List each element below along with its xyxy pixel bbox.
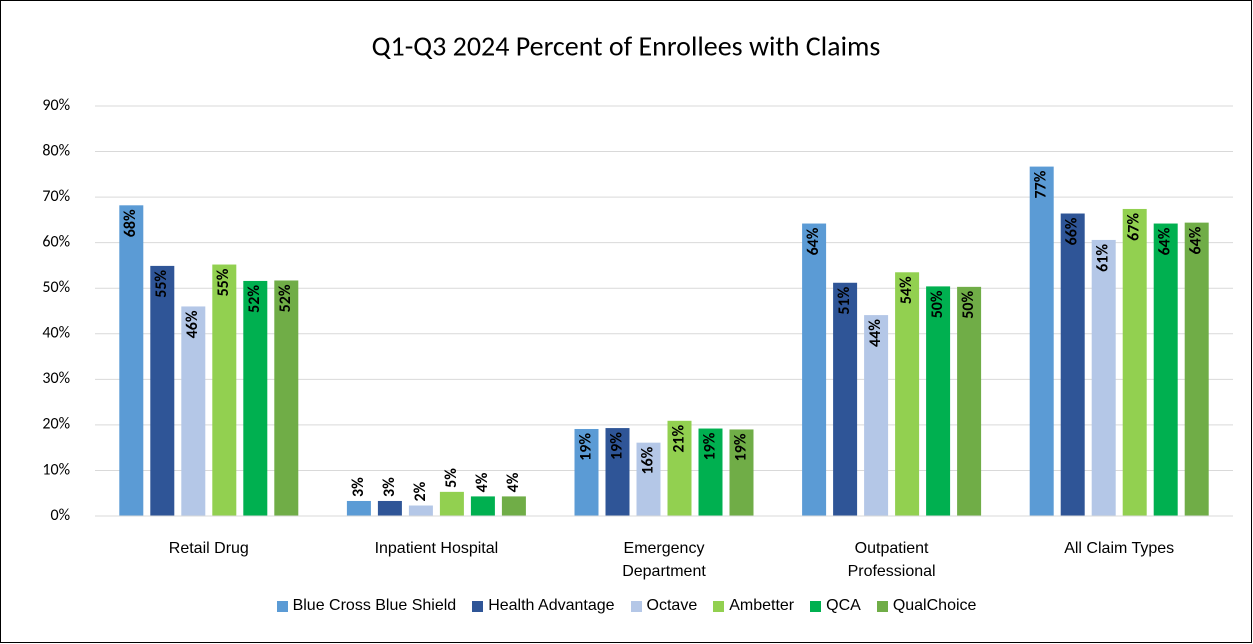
data-label: 68% <box>121 209 140 237</box>
data-label: 55% <box>152 270 171 298</box>
y-tick-label: 30% <box>42 369 70 388</box>
bar <box>864 315 889 516</box>
x-tick-label: Inpatient Hospital <box>374 540 499 557</box>
data-label: 64% <box>1156 227 1175 255</box>
bar <box>802 223 827 517</box>
data-label: 54% <box>897 276 916 304</box>
data-label: 2% <box>411 481 430 501</box>
legend-label: Blue Cross Blue Shield <box>292 597 457 614</box>
legend: Blue Cross Blue Shield Health Advantage Oc… <box>0 597 1253 615</box>
bar <box>895 272 920 516</box>
y-tick-label: 70% <box>42 187 70 206</box>
y-tick-label: 50% <box>42 278 70 297</box>
bar <box>119 205 144 517</box>
chart-title: Q1-Q3 2024 Percent of Enrollees with Cla… <box>372 29 881 64</box>
data-label: 44% <box>866 319 885 347</box>
data-label: 64% <box>1187 226 1206 254</box>
legend-item: Blue Cross Blue Shield <box>276 597 457 615</box>
legend-item: QualChoice <box>876 597 977 615</box>
bar <box>574 428 599 516</box>
bar <box>274 280 299 516</box>
data-label: 16% <box>638 446 657 474</box>
data-label: 5% <box>442 468 461 488</box>
legend-label: QualChoice <box>892 597 977 614</box>
legend-swatch <box>630 600 642 612</box>
bar <box>636 442 661 516</box>
bar <box>729 429 754 516</box>
data-label: 4% <box>504 472 523 492</box>
legend-swatch <box>713 600 725 612</box>
data-label: 3% <box>380 477 399 497</box>
bar <box>698 428 723 516</box>
bar <box>243 280 268 516</box>
data-label: 66% <box>1063 217 1082 245</box>
bar <box>957 286 982 516</box>
data-label: 50% <box>928 290 947 318</box>
bar <box>470 496 495 516</box>
bar <box>667 420 692 516</box>
data-label: 77% <box>1032 170 1051 198</box>
bar <box>1184 222 1209 516</box>
bar <box>605 428 630 516</box>
legend-swatch <box>472 600 484 612</box>
data-label: 67% <box>1125 213 1144 241</box>
data-label: 19% <box>731 433 750 461</box>
legend-item: Octave <box>630 597 698 615</box>
bar <box>1060 213 1085 516</box>
y-tick-label: 80% <box>42 141 70 160</box>
y-tick-label: 40% <box>42 324 70 343</box>
legend-item: Health Advantage <box>472 597 615 615</box>
data-label: 51% <box>835 286 854 314</box>
bar <box>346 500 371 516</box>
data-label: 21% <box>669 424 688 452</box>
data-label: 61% <box>1094 244 1113 272</box>
data-label: 52% <box>276 284 295 312</box>
legend-swatch <box>276 600 288 612</box>
bar <box>408 505 433 516</box>
data-label: 19% <box>576 433 595 461</box>
bar <box>150 265 175 516</box>
bar <box>1122 208 1147 516</box>
data-label: 3% <box>349 477 368 497</box>
bar <box>212 264 237 516</box>
y-tick-label: 90% <box>42 96 70 115</box>
legend-swatch <box>810 600 822 612</box>
data-label: 19% <box>607 432 626 460</box>
x-tick-label: Emergency Department <box>622 540 706 580</box>
x-tick-label: Retail Drug <box>168 540 249 557</box>
legend-item: Ambetter <box>713 597 794 615</box>
bar <box>377 500 402 516</box>
legend-label: Octave <box>646 597 698 614</box>
legend-label: Ambetter <box>729 597 795 614</box>
y-tick-label: 0% <box>50 506 70 525</box>
x-tick-label: All Claim Types <box>1064 540 1175 557</box>
data-label: 55% <box>214 268 233 296</box>
bar <box>439 491 464 516</box>
data-label: 64% <box>804 227 823 255</box>
data-label: 46% <box>183 310 202 338</box>
bar <box>1153 223 1178 517</box>
legend-label: QCA <box>826 597 861 614</box>
bar <box>181 306 206 516</box>
y-tick-label: 20% <box>42 415 70 434</box>
x-tick-label: Outpatient Professional <box>847 540 936 580</box>
bar <box>1029 166 1054 517</box>
bar <box>833 282 858 516</box>
data-label: 50% <box>959 291 978 319</box>
legend-item: QCA <box>810 597 861 615</box>
data-label: 52% <box>245 285 264 313</box>
legend-swatch <box>876 600 888 612</box>
bar <box>1091 239 1116 516</box>
bar <box>501 496 526 516</box>
data-label: 4% <box>473 472 492 492</box>
bar <box>926 286 951 516</box>
legend-label: Health Advantage <box>488 597 615 614</box>
y-tick-label: 60% <box>42 232 70 251</box>
y-tick-label: 10% <box>42 460 70 479</box>
data-label: 19% <box>700 432 719 460</box>
